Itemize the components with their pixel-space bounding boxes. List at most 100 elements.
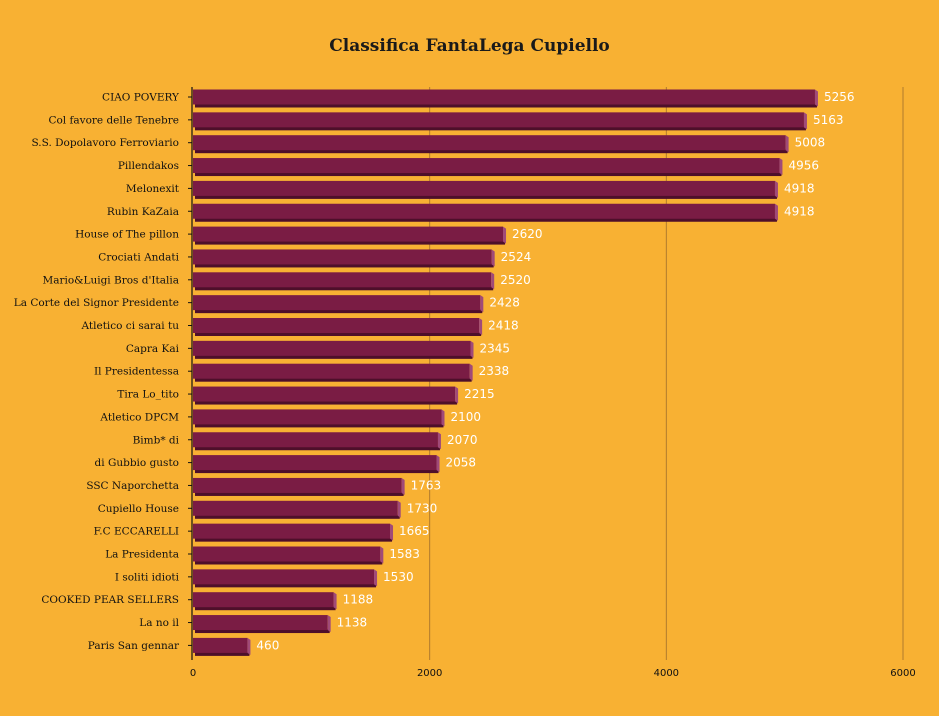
bar-side (774, 180, 778, 198)
bar-side (814, 89, 818, 107)
bar-shadow (195, 491, 404, 496)
bar-side (480, 295, 484, 313)
bar (193, 637, 248, 653)
bar (193, 455, 437, 471)
bar-side (380, 546, 384, 564)
y-tick-label: di Gubbio gusto (95, 457, 179, 469)
data-label: 1730 (407, 501, 438, 515)
data-label: 2058 (446, 456, 477, 470)
y-tick-label: Col favore delle Tenebre (48, 114, 179, 126)
x-tick-label: 6000 (890, 668, 915, 679)
data-label: 460 (256, 638, 279, 652)
data-label: 2524 (501, 250, 532, 264)
bar-shadow (195, 400, 458, 405)
bar-shadow (195, 126, 806, 131)
bar-side (455, 386, 459, 404)
data-label: 5256 (824, 90, 855, 104)
bar (193, 318, 480, 333)
bar-side (779, 158, 783, 176)
data-label: 1188 (343, 593, 374, 607)
data-label: 4918 (784, 204, 815, 218)
data-label: 2215 (464, 387, 495, 401)
bar (193, 135, 786, 151)
data-label: 1530 (383, 570, 414, 584)
bar-shadow (195, 149, 788, 154)
bar-side (401, 477, 405, 495)
bar-shadow (195, 286, 494, 291)
bar-shadow (195, 560, 383, 565)
data-label: 4956 (788, 159, 819, 173)
y-tick-label: F.C ECCARELLI (94, 526, 179, 538)
y-tick-label: SSC Naporchetta (86, 480, 179, 492)
y-tick-label: Crociati Andati (98, 251, 179, 263)
bar-side (397, 500, 401, 518)
bar (193, 363, 470, 379)
bar-side (333, 592, 337, 610)
x-tick-label: 0 (190, 668, 196, 679)
bar (193, 203, 775, 219)
bar (193, 180, 775, 196)
bar-shadow (195, 514, 400, 519)
bar-side (785, 135, 789, 153)
y-tick-label: House of The pillon (75, 229, 179, 241)
bar-side (503, 226, 507, 244)
bar-side (491, 272, 495, 290)
bar-side (479, 318, 483, 335)
chart-title: Classifica FantaLega Cupiello (329, 36, 610, 56)
bar-side (437, 432, 441, 450)
data-label: 2345 (479, 341, 510, 355)
data-label: 2070 (447, 433, 478, 447)
bar-side (247, 637, 251, 655)
data-label: 1583 (389, 547, 420, 561)
data-label: 5163 (813, 113, 844, 127)
y-tick-label: Cupiello House (98, 503, 179, 515)
y-tick-label: Il Presidentessa (94, 366, 179, 378)
bar-side (803, 112, 807, 130)
y-tick-label: Melonexit (126, 183, 180, 195)
bar-side (470, 340, 474, 358)
bar (193, 226, 504, 242)
y-tick-label: CIAO POVERY (102, 92, 180, 104)
bar (193, 569, 375, 585)
data-label: 5008 (795, 136, 826, 150)
y-tick-label: Paris San gennar (88, 640, 180, 652)
y-tick-label: Bimb* di (133, 434, 180, 446)
bar-shadow (195, 103, 817, 108)
bar-shadow (195, 332, 482, 336)
y-tick-label: I soliti idioti (115, 571, 180, 583)
bar-side (374, 569, 378, 587)
data-label: 1138 (337, 616, 368, 630)
y-tick-label: Atletico ci sarai tu (81, 320, 180, 332)
data-label: 1763 (411, 478, 442, 492)
bar-shadow (195, 377, 472, 382)
bar (193, 249, 492, 265)
data-label: 2100 (451, 410, 482, 424)
bar (193, 477, 402, 493)
y-tick-label: La no il (139, 617, 179, 629)
bar-shadow (195, 629, 330, 634)
bar-shadow (195, 423, 444, 428)
bar-shadow (195, 651, 250, 656)
bar-side (390, 523, 394, 541)
bar (193, 409, 442, 425)
x-tick-label: 2000 (417, 668, 442, 679)
bar-shadow (195, 263, 494, 268)
bar-shadow (195, 537, 393, 542)
bar-side (327, 615, 331, 633)
bar (193, 158, 780, 174)
bar (193, 386, 456, 402)
x-tick-label: 4000 (654, 668, 679, 679)
y-tick-label: S.S. Dopolavoro Ferroviario (31, 137, 179, 149)
bar-shadow (195, 446, 440, 451)
bar (193, 500, 398, 516)
bar (193, 295, 481, 311)
bar-shadow (195, 606, 336, 611)
bar-side (436, 455, 440, 473)
bar-shadow (195, 194, 777, 199)
bar (193, 340, 471, 356)
bar (193, 272, 492, 288)
bar-side (469, 363, 473, 381)
y-tick-label: Rubin KaZaia (107, 206, 179, 218)
